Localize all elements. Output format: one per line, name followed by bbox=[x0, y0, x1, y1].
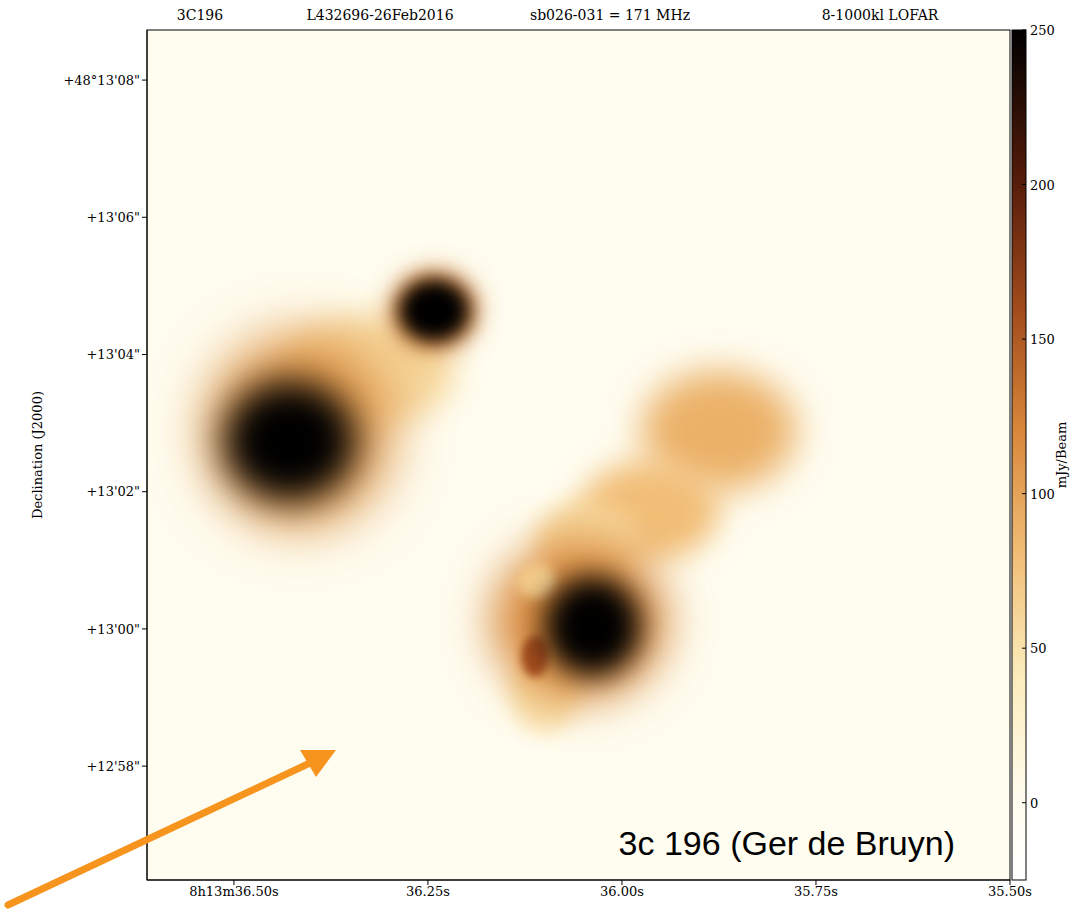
svg-text:35.50s: 35.50s bbox=[988, 884, 1032, 899]
svg-text:Declination (J2000): Declination (J2000) bbox=[30, 391, 45, 519]
svg-text:+13'04": +13'04" bbox=[86, 347, 140, 362]
svg-text:50: 50 bbox=[1030, 641, 1047, 656]
svg-text:3c 196 (Ger de Bruyn): 3c 196 (Ger de Bruyn) bbox=[619, 824, 955, 862]
svg-text:0: 0 bbox=[1030, 796, 1038, 811]
svg-text:+13'02": +13'02" bbox=[86, 484, 140, 499]
svg-text:3C196: 3C196 bbox=[177, 7, 223, 23]
svg-text:+13'06": +13'06" bbox=[86, 210, 140, 225]
svg-text:100: 100 bbox=[1030, 487, 1055, 502]
svg-text:35.75s: 35.75s bbox=[794, 884, 838, 899]
svg-text:8h13m36.50s: 8h13m36.50s bbox=[189, 884, 278, 899]
svg-text:mJy/Beam: mJy/Beam bbox=[1054, 422, 1069, 489]
svg-text:8-1000kl LOFAR: 8-1000kl LOFAR bbox=[822, 7, 939, 23]
svg-text:250: 250 bbox=[1030, 23, 1055, 38]
svg-text:36.25s: 36.25s bbox=[406, 884, 450, 899]
svg-text:+12'58": +12'58" bbox=[86, 759, 140, 774]
svg-text:L432696-26Feb2016: L432696-26Feb2016 bbox=[306, 7, 453, 23]
svg-text:sb026-031 = 171 MHz: sb026-031 = 171 MHz bbox=[530, 7, 690, 23]
svg-text:+13'00": +13'00" bbox=[86, 622, 140, 637]
svg-text:150: 150 bbox=[1030, 332, 1055, 347]
svg-text:200: 200 bbox=[1030, 178, 1055, 193]
svg-text:+48°13'08": +48°13'08" bbox=[63, 73, 140, 88]
svg-text:36.00s: 36.00s bbox=[600, 884, 644, 899]
